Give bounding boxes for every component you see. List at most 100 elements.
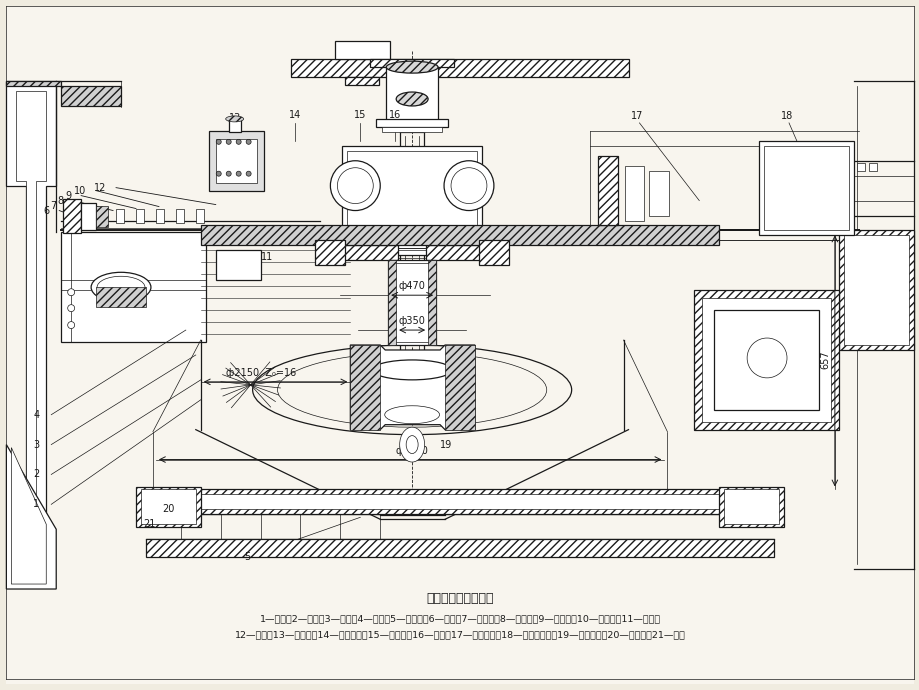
Bar <box>151 495 768 509</box>
Bar <box>315 240 345 266</box>
Bar <box>146 489 773 514</box>
Ellipse shape <box>91 273 151 302</box>
Bar <box>155 208 164 224</box>
Text: 13: 13 <box>228 113 241 123</box>
Polygon shape <box>6 81 56 539</box>
Bar <box>719 487 783 527</box>
Ellipse shape <box>450 168 486 204</box>
Bar <box>388 260 436 345</box>
Text: 21: 21 <box>142 520 155 529</box>
Bar <box>701 298 830 422</box>
Ellipse shape <box>225 116 244 122</box>
Bar <box>713 310 818 410</box>
Text: 6: 6 <box>43 206 50 215</box>
Bar <box>843 235 908 345</box>
Text: 15: 15 <box>354 110 366 120</box>
Text: ф2150  Z₀=16: ф2150 Z₀=16 <box>225 368 296 378</box>
Text: 19: 19 <box>439 440 452 450</box>
Text: 1—蜗壳；2—坐环；3—导叶；4—转轮；5—尾水管；6—顶盖；7—上轴套；8—连接板；9—分半错；10—剪断销；11—拐臂；: 1—蜗壳；2—坐环；3—导叶；4—转轮；5—尾水管；6—顶盖；7—上轴套；8—连… <box>259 614 660 623</box>
Bar <box>369 59 453 67</box>
Bar <box>136 487 200 527</box>
Text: 2: 2 <box>33 469 40 480</box>
Bar <box>425 246 494 260</box>
Bar <box>335 41 390 59</box>
Text: 18: 18 <box>780 111 792 121</box>
Ellipse shape <box>399 427 425 462</box>
Polygon shape <box>6 81 121 106</box>
Ellipse shape <box>216 171 221 176</box>
Ellipse shape <box>236 171 241 176</box>
Bar <box>445 345 474 430</box>
Bar <box>723 489 778 524</box>
Polygon shape <box>350 345 474 430</box>
Bar <box>381 127 441 132</box>
Polygon shape <box>17 91 46 534</box>
Ellipse shape <box>337 168 373 204</box>
Ellipse shape <box>236 139 241 144</box>
Text: 11: 11 <box>260 253 273 262</box>
Text: 10: 10 <box>74 186 86 196</box>
Text: 16: 16 <box>389 110 401 120</box>
Bar <box>229 119 241 132</box>
Bar <box>350 345 380 430</box>
Bar <box>196 208 203 224</box>
Ellipse shape <box>372 360 451 380</box>
Bar <box>96 287 146 307</box>
Polygon shape <box>11 448 46 584</box>
Ellipse shape <box>396 92 427 106</box>
Ellipse shape <box>68 322 74 328</box>
Ellipse shape <box>444 161 494 210</box>
Bar <box>146 539 773 557</box>
Bar <box>345 77 379 85</box>
Text: 9: 9 <box>65 190 71 201</box>
Bar <box>176 208 184 224</box>
Bar <box>624 166 643 221</box>
Bar <box>649 170 669 215</box>
Bar <box>391 264 432 342</box>
Ellipse shape <box>226 139 231 144</box>
Bar <box>342 146 482 255</box>
Bar <box>386 67 437 122</box>
Ellipse shape <box>216 139 221 144</box>
Bar <box>290 59 629 77</box>
Ellipse shape <box>386 61 437 73</box>
Text: 14: 14 <box>289 110 301 120</box>
Text: 1: 1 <box>33 500 40 509</box>
Bar <box>62 233 206 342</box>
Bar <box>479 240 508 266</box>
Ellipse shape <box>226 171 231 176</box>
Text: 3: 3 <box>33 440 40 450</box>
Bar <box>427 260 436 345</box>
Bar <box>868 163 876 170</box>
Ellipse shape <box>97 276 145 298</box>
Text: 12—连杆；13—控制环；14—密封装置；15—导轴承；16—主轴；17—油冷却器；18—顶盖排水管；19—补气装置；20—基础环；21—底环: 12—连杆；13—控制环；14—密封装置；15—导轴承；16—主轴；17—油冷却… <box>234 631 685 640</box>
Text: 17: 17 <box>630 111 643 121</box>
Bar <box>81 203 96 230</box>
Text: 混流式水轮机结构图: 混流式水轮机结构图 <box>425 593 494 605</box>
Text: ф350: ф350 <box>398 316 425 326</box>
Ellipse shape <box>246 139 251 144</box>
Bar <box>838 230 913 350</box>
Bar <box>200 226 719 246</box>
Text: ф1800: ф1800 <box>395 446 428 455</box>
Polygon shape <box>6 444 56 589</box>
Ellipse shape <box>68 288 74 296</box>
Bar <box>136 208 143 224</box>
Text: 5: 5 <box>244 552 250 562</box>
Ellipse shape <box>405 435 417 453</box>
Bar <box>597 156 617 226</box>
Bar <box>63 199 81 233</box>
Text: ф470: ф470 <box>398 282 425 291</box>
Bar <box>209 131 264 190</box>
Ellipse shape <box>68 305 74 312</box>
Bar <box>856 163 864 170</box>
Text: 8: 8 <box>57 195 63 206</box>
Text: 12: 12 <box>94 183 106 193</box>
Bar <box>347 151 476 250</box>
Ellipse shape <box>384 406 439 424</box>
Bar <box>694 290 838 430</box>
Bar <box>141 489 196 524</box>
Bar <box>215 139 256 183</box>
Text: 7: 7 <box>50 201 56 210</box>
Text: 4: 4 <box>33 410 40 420</box>
